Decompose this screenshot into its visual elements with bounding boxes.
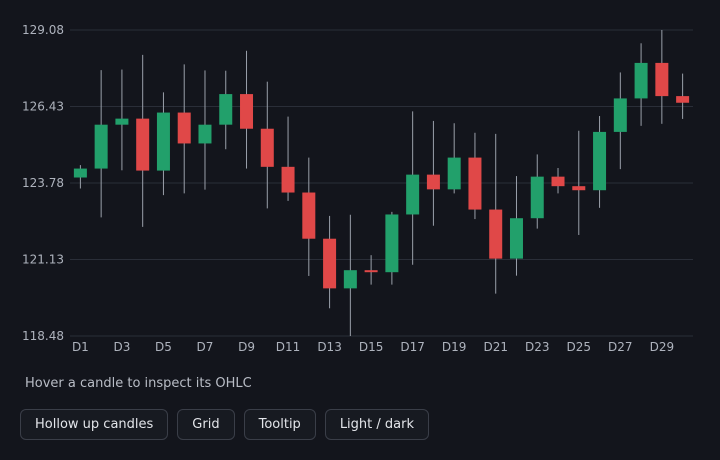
candle-body-up [593, 131, 607, 191]
candle-body-down [177, 112, 191, 144]
candle-body-down [260, 128, 274, 167]
x-tick-label: D1 [72, 340, 89, 354]
x-tick-label: D27 [608, 340, 633, 354]
candle-D28[interactable] [634, 43, 648, 126]
x-axis-tick-labels: D1 D3 D5 D7 D9 D11 D13 D15 D17 D19 D21 D23 D25 D27 D29 [72, 340, 674, 354]
candle-D19[interactable] [447, 123, 461, 194]
candle-D23[interactable] [530, 154, 544, 229]
candle-body-up [94, 124, 108, 169]
x-tick-label: D5 [155, 340, 172, 354]
gridlines [70, 29, 693, 337]
tooltip-toggle-button[interactable]: Tooltip [243, 409, 316, 440]
x-tick-label: D9 [238, 340, 255, 354]
candle-D18[interactable] [426, 120, 440, 226]
candle-body-down [468, 157, 482, 210]
candle-D24[interactable] [551, 167, 565, 194]
candle-body-down [572, 186, 586, 191]
candle-body-down [551, 176, 565, 187]
y-tick-label: 118.48 [22, 329, 64, 343]
candle-D29[interactable] [655, 30, 669, 124]
x-tick-label: D25 [567, 340, 592, 354]
candle-D22[interactable] [509, 176, 523, 276]
grid-toggle-button[interactable]: Grid [177, 409, 235, 440]
candle-body-up [198, 124, 212, 144]
candle-D14[interactable] [343, 214, 357, 336]
candle-D7[interactable] [198, 70, 212, 190]
x-tick-label: D17 [400, 340, 425, 354]
x-tick-label: D23 [525, 340, 550, 354]
x-tick-label: D15 [359, 340, 384, 354]
candle-D21[interactable] [489, 133, 503, 294]
candle-D12[interactable] [302, 157, 316, 276]
candle-D9[interactable] [240, 50, 254, 169]
y-tick-label: 129.08 [22, 23, 64, 37]
candle-D16[interactable] [385, 211, 399, 285]
candle-D30[interactable] [676, 73, 690, 119]
candle-body-down [136, 118, 150, 171]
candle-body-up [73, 168, 87, 178]
candle-D26[interactable] [593, 116, 607, 208]
candle-D1[interactable] [73, 165, 87, 189]
y-axis-tick-labels: 118.48 121.13 123.78 126.43 129.08 [22, 23, 64, 343]
candle-body-down [281, 166, 295, 193]
candle-D11[interactable] [281, 116, 295, 201]
candle-body-down [655, 62, 669, 97]
candle-D15[interactable] [364, 255, 378, 285]
candle-D4[interactable] [136, 54, 150, 227]
candle-body-down [240, 94, 254, 129]
candle-body-up [406, 174, 420, 215]
candle-body-up [530, 176, 544, 219]
x-tick-label: D3 [113, 340, 130, 354]
candle-D10[interactable] [260, 81, 274, 209]
controls-bar: Hollow up candles Grid Tooltip Light / d… [20, 409, 429, 440]
candle-D27[interactable] [613, 72, 627, 170]
candle-body-down [426, 174, 440, 190]
candle-body-up [115, 118, 129, 125]
candle-body-down [302, 192, 316, 239]
x-tick-label: D7 [197, 340, 214, 354]
status-text: Hover a candle to inspect its OHLC [25, 376, 252, 391]
candle-D5[interactable] [156, 92, 170, 196]
candle-D6[interactable] [177, 64, 191, 194]
candle-body-down [676, 96, 690, 103]
hollow-up-candles-button[interactable]: Hollow up candles [20, 409, 169, 440]
candle-body-up [219, 94, 233, 125]
x-tick-label: D19 [442, 340, 467, 354]
candle-body-up [343, 270, 357, 289]
candle-D20[interactable] [468, 132, 482, 220]
candle-body-up [447, 157, 461, 190]
candles[interactable] [73, 30, 690, 336]
candle-D3[interactable] [115, 69, 129, 171]
candle-D17[interactable] [406, 111, 420, 265]
x-tick-label: D21 [483, 340, 508, 354]
y-tick-label: 123.78 [22, 176, 64, 190]
candle-D13[interactable] [323, 215, 337, 309]
candle-body-down [489, 209, 503, 259]
y-tick-label: 126.43 [22, 100, 64, 114]
theme-toggle-button[interactable]: Light / dark [324, 409, 429, 440]
candle-D8[interactable] [219, 70, 233, 150]
candle-D2[interactable] [94, 70, 108, 218]
candle-body-down [323, 238, 337, 289]
candle-body-up [509, 218, 523, 259]
candle-body-up [156, 112, 170, 171]
x-tick-label: D13 [317, 340, 342, 354]
candle-body-down [364, 270, 378, 273]
candle-body-up [385, 214, 399, 273]
candle-D25[interactable] [572, 130, 586, 235]
y-tick-label: 121.13 [22, 253, 64, 267]
x-tick-label: D29 [650, 340, 675, 354]
candle-body-up [634, 62, 648, 99]
candle-body-up [613, 98, 627, 132]
x-tick-label: D11 [276, 340, 301, 354]
